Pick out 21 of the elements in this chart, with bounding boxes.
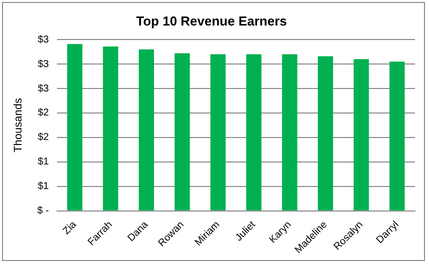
bar bbox=[246, 54, 262, 210]
bar bbox=[318, 56, 334, 210]
bar bbox=[354, 59, 369, 210]
y-tick-label: $ - bbox=[37, 206, 49, 217]
y-tick-label: $3 bbox=[38, 34, 50, 46]
y-tick-label: $3 bbox=[38, 58, 50, 70]
bar bbox=[138, 49, 154, 210]
bar bbox=[67, 44, 82, 210]
y-tick-label: $1 bbox=[38, 181, 50, 192]
bar bbox=[210, 54, 226, 210]
bar bbox=[282, 54, 298, 210]
y-tick-label: $2 bbox=[38, 108, 50, 119]
y-axis-title: Thousands bbox=[12, 98, 25, 152]
bar bbox=[174, 53, 190, 210]
bar bbox=[102, 46, 118, 210]
bar bbox=[389, 62, 405, 210]
x-tick-label: Zia bbox=[61, 219, 80, 237]
chart-title: Top 10 Revenue Earners bbox=[136, 13, 287, 28]
y-tick-label: $3 bbox=[38, 83, 50, 94]
y-tick-label: $1 bbox=[38, 156, 50, 168]
y-tick-label: $2 bbox=[38, 132, 50, 144]
